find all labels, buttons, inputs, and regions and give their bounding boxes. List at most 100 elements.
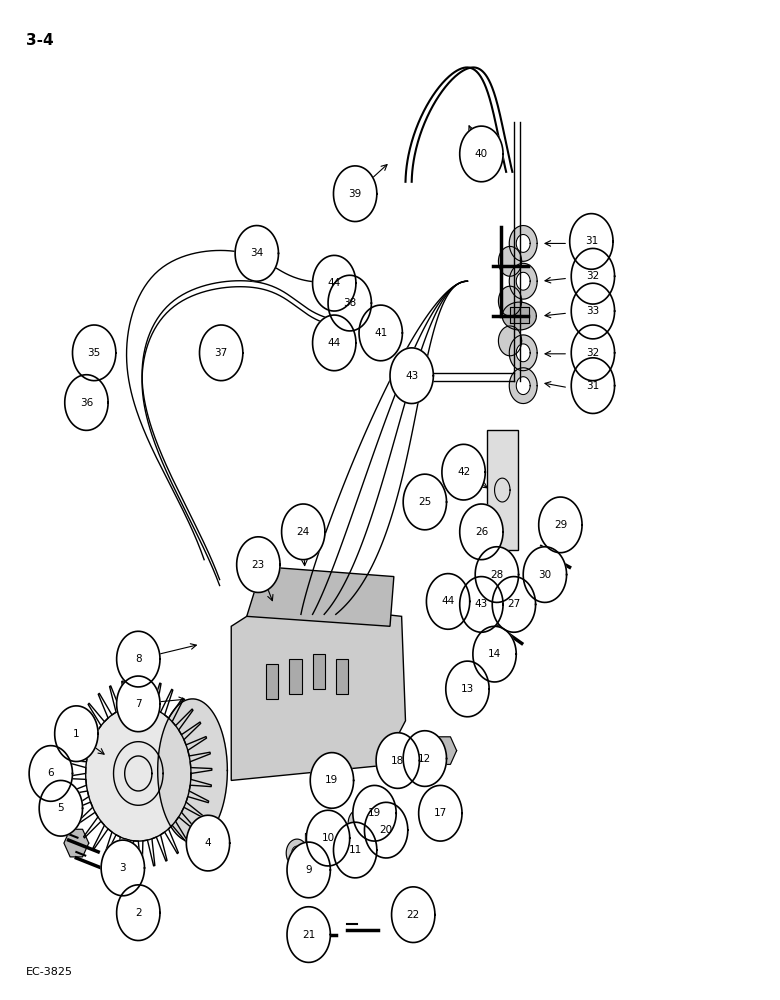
Polygon shape: [571, 358, 615, 413]
Text: 36: 36: [80, 398, 93, 408]
Polygon shape: [498, 286, 522, 316]
Polygon shape: [509, 226, 537, 261]
Polygon shape: [571, 283, 615, 339]
Text: 34: 34: [250, 248, 264, 258]
Polygon shape: [571, 248, 615, 304]
Polygon shape: [313, 315, 356, 371]
Polygon shape: [117, 631, 160, 687]
Polygon shape: [346, 836, 356, 850]
Polygon shape: [235, 226, 278, 281]
Text: 24: 24: [296, 527, 310, 537]
Polygon shape: [473, 626, 516, 682]
Polygon shape: [364, 802, 408, 858]
Text: 28: 28: [491, 570, 504, 580]
Polygon shape: [569, 214, 613, 269]
Polygon shape: [314, 824, 335, 852]
Text: 43: 43: [405, 371, 418, 381]
Polygon shape: [406, 892, 428, 920]
Text: 37: 37: [215, 348, 228, 358]
Polygon shape: [340, 829, 362, 857]
Polygon shape: [492, 577, 536, 632]
Polygon shape: [335, 659, 348, 694]
Text: 12: 12: [418, 754, 431, 764]
Polygon shape: [509, 335, 537, 371]
Text: 44: 44: [328, 278, 341, 288]
Polygon shape: [158, 699, 227, 842]
Polygon shape: [289, 659, 302, 694]
Polygon shape: [516, 377, 530, 395]
Polygon shape: [432, 737, 456, 764]
Text: 39: 39: [349, 189, 362, 199]
Polygon shape: [29, 746, 73, 801]
Text: 40: 40: [475, 149, 488, 159]
Polygon shape: [64, 829, 89, 857]
Text: 10: 10: [321, 833, 335, 843]
Text: 14: 14: [488, 649, 502, 659]
Polygon shape: [510, 307, 530, 323]
Polygon shape: [319, 831, 330, 845]
Polygon shape: [390, 348, 434, 404]
Polygon shape: [186, 815, 229, 871]
Text: 4: 4: [204, 838, 211, 848]
Text: 35: 35: [87, 348, 101, 358]
Polygon shape: [231, 601, 406, 780]
Polygon shape: [523, 547, 566, 602]
Text: 18: 18: [391, 756, 404, 766]
Polygon shape: [571, 325, 615, 381]
Polygon shape: [403, 731, 446, 786]
Polygon shape: [487, 430, 518, 550]
Polygon shape: [359, 305, 402, 361]
Text: 21: 21: [302, 930, 315, 940]
Polygon shape: [446, 661, 489, 717]
Polygon shape: [282, 504, 325, 560]
Polygon shape: [236, 537, 280, 592]
Polygon shape: [65, 375, 108, 430]
Text: 7: 7: [135, 699, 142, 709]
Polygon shape: [117, 676, 160, 732]
Polygon shape: [419, 785, 462, 841]
Polygon shape: [509, 263, 537, 299]
Polygon shape: [313, 654, 325, 689]
Text: 9: 9: [306, 865, 312, 875]
Text: 19: 19: [325, 775, 339, 785]
Polygon shape: [516, 344, 530, 362]
Text: 43: 43: [475, 599, 488, 609]
Polygon shape: [403, 474, 446, 530]
Polygon shape: [353, 816, 364, 830]
Text: 25: 25: [418, 497, 431, 507]
Text: 8: 8: [135, 654, 142, 664]
Polygon shape: [56, 793, 81, 820]
Text: 20: 20: [380, 825, 392, 835]
Polygon shape: [498, 246, 522, 276]
Polygon shape: [498, 326, 522, 356]
Polygon shape: [287, 842, 331, 898]
Polygon shape: [442, 444, 485, 500]
Polygon shape: [292, 846, 303, 860]
Text: 33: 33: [587, 306, 600, 316]
Polygon shape: [516, 272, 530, 290]
Polygon shape: [516, 234, 530, 252]
Text: 17: 17: [434, 808, 447, 818]
Polygon shape: [305, 833, 321, 863]
Text: 32: 32: [587, 348, 600, 358]
Polygon shape: [539, 497, 582, 553]
Polygon shape: [475, 547, 519, 602]
Text: 11: 11: [349, 845, 362, 855]
Text: 30: 30: [538, 570, 551, 580]
Polygon shape: [412, 899, 423, 913]
Polygon shape: [509, 368, 537, 404]
Polygon shape: [392, 887, 435, 943]
Text: 41: 41: [374, 328, 388, 338]
Polygon shape: [388, 816, 399, 830]
Text: 38: 38: [343, 298, 356, 308]
Text: 27: 27: [507, 599, 520, 609]
Polygon shape: [200, 325, 243, 381]
Polygon shape: [409, 737, 434, 764]
Text: 42: 42: [457, 467, 470, 477]
Text: 6: 6: [48, 768, 54, 778]
Polygon shape: [334, 166, 377, 222]
Text: 3-4: 3-4: [26, 33, 54, 48]
Polygon shape: [287, 907, 331, 962]
Text: 5: 5: [58, 803, 64, 813]
Polygon shape: [310, 753, 353, 808]
